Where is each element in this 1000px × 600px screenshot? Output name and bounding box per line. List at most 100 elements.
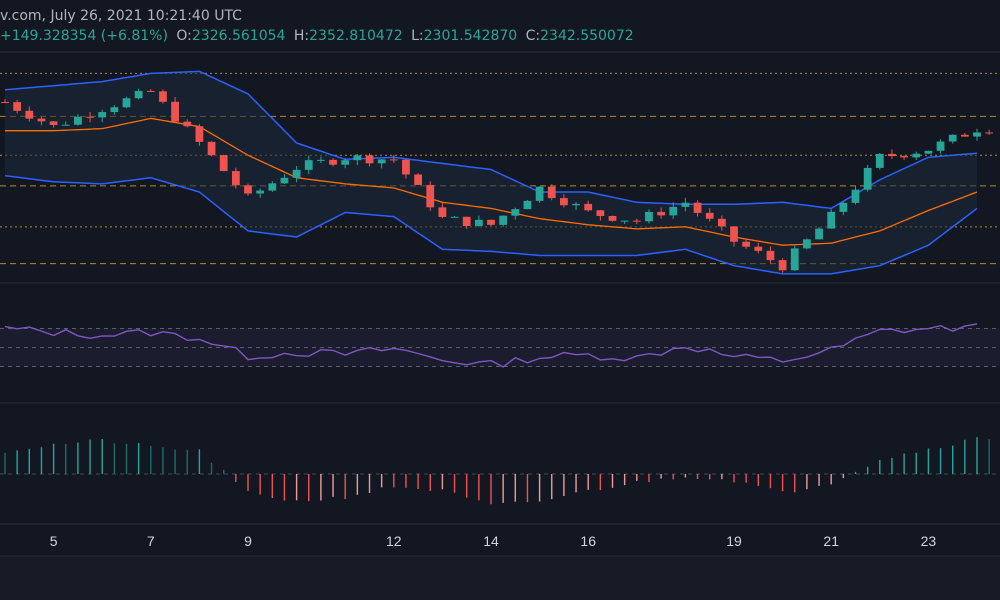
candle-body [560, 198, 568, 206]
candle-body [195, 126, 204, 142]
candle-body [499, 215, 508, 225]
header-high-value: 2352.810472 [309, 28, 403, 44]
candle-body [159, 91, 167, 102]
time-axis: 5 7 9 12 14 16 19 21 23 [50, 533, 937, 549]
header-close-label: C: [526, 28, 541, 44]
candle-body [183, 121, 192, 127]
candle-body [632, 220, 641, 222]
candle-body [402, 159, 410, 175]
candle-body [25, 110, 34, 119]
candle-body [1, 102, 9, 104]
candle-body [912, 153, 921, 158]
header-change: +149.328354 (+6.81%) [0, 28, 168, 44]
candle-body [851, 189, 860, 203]
candle-body [438, 207, 447, 217]
candle-body [426, 184, 435, 208]
candle-body [754, 246, 763, 251]
candle-body [815, 228, 823, 240]
candle-body [341, 160, 350, 165]
bottom-toolbar [0, 557, 1000, 600]
header-source-line: v.com, July 26, 2021 10:21:40 UTC [0, 8, 242, 24]
candle-body [244, 185, 252, 194]
candle-body [353, 155, 362, 161]
candle-body [584, 203, 593, 211]
header-high-label: H: [294, 28, 309, 44]
header-low-label: L: [411, 28, 424, 44]
candle-body [146, 90, 155, 92]
candle-body [61, 124, 70, 126]
candle-body [49, 121, 58, 125]
candle-body [122, 98, 131, 108]
candle-body [778, 260, 787, 271]
x-tick-label: 19 [726, 533, 742, 549]
candle-body [973, 132, 981, 137]
bollinger-lower-line [4, 174, 978, 275]
candle-body [803, 239, 811, 249]
candle-body [863, 167, 872, 190]
candle-body [207, 141, 216, 156]
candle-body [487, 219, 495, 225]
candle-body [888, 153, 896, 157]
candle-body [948, 134, 957, 142]
candle-body [317, 159, 325, 161]
x-tick-label: 5 [50, 533, 58, 549]
candle-body [219, 155, 228, 172]
candle-body [110, 107, 119, 113]
candle-body [657, 211, 665, 216]
candle-body [365, 155, 374, 164]
header-low-value: 2301.542870 [424, 28, 518, 44]
x-tick-label: 14 [483, 533, 499, 549]
candle-body [730, 226, 738, 242]
bollinger-upper-line [4, 70, 978, 210]
header-close-value: 2342.550072 [540, 28, 634, 44]
candle-body [960, 134, 969, 137]
candle-body [414, 174, 422, 185]
x-tick-label: 21 [823, 533, 839, 549]
candle-body [827, 211, 836, 229]
candle-body [134, 90, 143, 99]
x-tick-label: 12 [386, 533, 402, 549]
candle-body [37, 118, 46, 122]
rsi-line [4, 323, 978, 368]
candle-body [985, 132, 994, 134]
candle-body [717, 218, 726, 227]
header-open-label: O: [176, 28, 192, 44]
candle-body [523, 200, 532, 210]
candle-body [171, 101, 179, 122]
header-ohlc-line: +149.328354 (+6.81%) O:2326.561054 H:235… [0, 28, 634, 44]
candle-body [572, 203, 580, 206]
candle-body [875, 153, 884, 168]
candle-body [936, 141, 945, 151]
candle-body [511, 209, 520, 216]
candle-body [669, 206, 678, 216]
candle-body [900, 156, 908, 158]
candle-body [292, 169, 301, 178]
candle-body [329, 159, 337, 165]
candle-body [377, 159, 386, 164]
candle-body [620, 220, 629, 222]
candle-body [766, 250, 775, 261]
candle-body [98, 112, 107, 118]
candle-body [790, 248, 799, 271]
price-pane [0, 70, 1000, 275]
candle-body [693, 202, 702, 213]
candle-body [231, 171, 240, 186]
candle-body [924, 150, 933, 154]
candle-body [450, 216, 459, 218]
candle-body [608, 215, 617, 221]
candle-body [256, 190, 265, 194]
candle-body [474, 219, 483, 226]
x-tick-label: 16 [580, 533, 596, 549]
candle-body [596, 210, 605, 216]
x-tick-label: 23 [921, 533, 937, 549]
candle-body [86, 116, 94, 118]
rsi-pane [0, 323, 1000, 368]
x-tick-label: 7 [147, 533, 155, 549]
candle-body [389, 159, 398, 161]
candle-body [268, 183, 277, 191]
candle-body [839, 202, 848, 212]
candle-body [13, 102, 22, 111]
candle-body [535, 186, 544, 201]
